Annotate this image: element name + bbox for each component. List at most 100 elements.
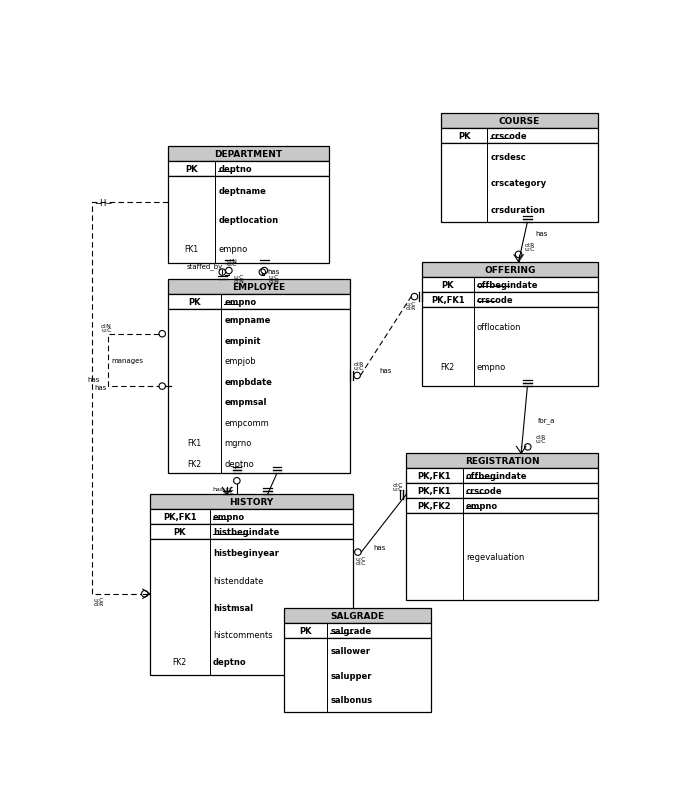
Text: d:N: d:N [233,279,244,284]
Text: HISTORY: HISTORY [229,497,273,507]
Text: FK1: FK1 [188,439,201,448]
Bar [168,310,350,474]
Text: empbdate: empbdate [224,377,273,387]
Text: empmsal: empmsal [224,398,267,407]
Text: empno: empno [213,512,245,521]
Bar [441,129,598,144]
Bar [150,509,353,525]
Bar [406,484,598,499]
Text: FK2: FK2 [441,363,455,371]
Text: d:R: d:R [93,602,104,606]
Text: u:C: u:C [353,366,364,371]
Text: histenddate: histenddate [213,576,263,585]
Bar [168,162,329,177]
Text: empno: empno [224,298,257,307]
Text: u:C: u:C [101,327,112,332]
Text: PK,FK2: PK,FK2 [417,502,451,511]
Bar [284,638,431,712]
Text: for_a: for_a [538,417,555,423]
Text: u:C: u:C [269,275,279,280]
Text: u:C: u:C [233,275,244,280]
Text: salbonus: salbonus [331,695,373,704]
Text: ─H─: ─H─ [95,199,111,208]
Bar [150,495,353,509]
Bar [441,114,598,129]
Text: crscode: crscode [466,487,502,496]
Text: empinit: empinit [224,336,261,345]
Text: u:C: u:C [405,302,415,306]
Text: deptlocation: deptlocation [218,216,278,225]
Text: has: has [95,384,107,390]
Bar [406,454,598,469]
Text: d:C: d:C [393,482,403,488]
Text: regevaluation: regevaluation [466,553,524,561]
Text: PK,FK1: PK,FK1 [431,295,464,304]
Bar [168,177,329,264]
Text: histbegindate: histbegindate [213,528,279,537]
Text: d:N: d:N [227,258,238,263]
Text: EMPLOYEE: EMPLOYEE [232,283,285,292]
Bar [422,277,598,293]
Bar [422,262,598,277]
Bar [406,469,598,484]
Bar [284,609,431,623]
Text: empcomm: empcomm [224,418,269,427]
Text: PK: PK [188,298,201,307]
Text: u:C: u:C [93,597,104,602]
Text: d:R: d:R [405,306,415,310]
Text: REGISTRATION: REGISTRATION [465,457,540,466]
Text: offbegindate: offbegindate [466,472,527,481]
Text: deptno: deptno [213,658,246,666]
Text: empno: empno [477,363,506,371]
Text: FK2: FK2 [188,459,201,468]
Text: u:C: u:C [525,247,535,252]
Bar [168,147,329,162]
Text: crsdesc: crsdesc [491,152,526,162]
Text: has: has [380,367,392,374]
Text: has: has [373,544,386,550]
Text: u:C: u:C [356,556,366,561]
Text: d:C: d:C [224,490,234,495]
Text: offlocation: offlocation [477,322,522,332]
Text: PK: PK [173,528,186,537]
Bar [441,144,598,223]
Bar [422,307,598,387]
Text: d:R: d:R [535,435,546,439]
Bar [150,540,353,675]
Text: salupper: salupper [331,670,372,680]
Text: u:C: u:C [227,262,237,267]
Text: histcomments: histcomments [213,630,273,639]
Text: SALGRADE: SALGRADE [331,611,384,621]
Text: empjob: empjob [224,357,256,366]
Text: deptno: deptno [218,165,252,174]
Bar [168,295,350,310]
Text: PK: PK [299,626,312,635]
Bar [406,499,598,514]
Text: histbeginyear: histbeginyear [213,549,279,557]
Text: mgrno: mgrno [224,439,252,448]
Text: salgrade: salgrade [331,626,371,635]
Text: PK: PK [185,165,197,174]
Bar [422,293,598,307]
Text: d:R: d:R [353,362,364,367]
Text: u:C: u:C [393,486,403,491]
Text: empno: empno [218,245,248,254]
Text: FK2: FK2 [172,658,187,666]
Text: COURSE: COURSE [499,117,540,126]
Text: d:N: d:N [269,279,280,284]
Text: u:C: u:C [535,438,546,444]
Text: d:R: d:R [525,243,535,248]
Bar [284,623,431,638]
Text: PK,FK1: PK,FK1 [417,487,451,496]
Text: FK1: FK1 [184,245,199,254]
Text: PK,FK1: PK,FK1 [163,512,197,521]
Text: deptname: deptname [218,187,266,196]
Text: DEPARTMENT: DEPARTMENT [214,150,282,159]
Text: PK,FK1: PK,FK1 [417,472,451,481]
Text: OFFERING: OFFERING [484,265,535,274]
Text: PK: PK [442,281,454,290]
Text: crscode: crscode [491,132,527,141]
Text: d:N: d:N [101,323,112,328]
Text: d:C: d:C [356,560,366,565]
Text: has: has [267,269,279,275]
